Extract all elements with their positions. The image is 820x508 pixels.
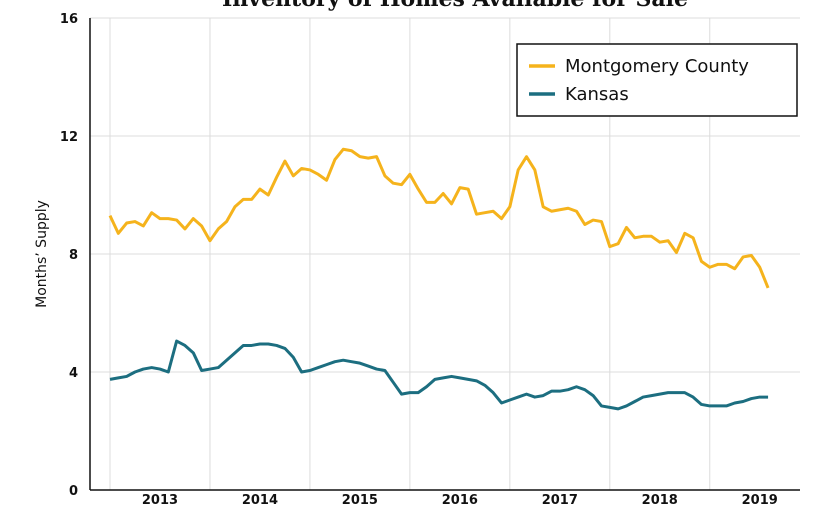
x-tick-label: 2018 xyxy=(642,493,678,508)
x-tick-label: 2015 xyxy=(342,493,378,508)
x-tick-label: 2016 xyxy=(442,493,478,508)
x-tick-label: 2014 xyxy=(242,493,278,508)
x-tick-label: 2017 xyxy=(542,493,578,508)
y-tick-label: 4 xyxy=(69,366,78,381)
x-tick-label: 2019 xyxy=(742,493,778,508)
y-tick-label: 12 xyxy=(60,130,78,145)
y-tick-label: 8 xyxy=(69,248,78,263)
legend-box xyxy=(516,43,798,117)
line xyxy=(108,147,770,289)
y-axis-label: Months’ Supply xyxy=(34,200,50,308)
legend-label: Kansas xyxy=(565,84,629,105)
legend-label: Montgomery County xyxy=(565,56,749,77)
x-tick-label: 2013 xyxy=(142,493,178,508)
line xyxy=(109,339,769,411)
chart-title: Inventory of Homes Available for Sale xyxy=(222,0,688,12)
y-tick-label: 16 xyxy=(60,12,78,27)
y-tick-label: 0 xyxy=(69,484,78,499)
